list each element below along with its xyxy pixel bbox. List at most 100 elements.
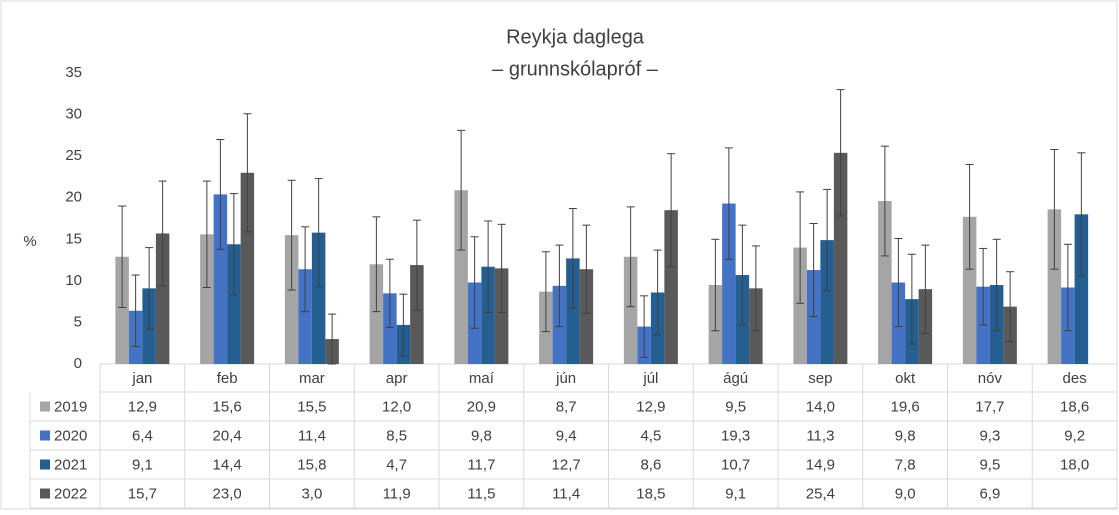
bar: [962, 216, 977, 364]
error-bar: [1063, 243, 1072, 332]
error-bar: [229, 193, 238, 296]
legend-swatch: [40, 401, 50, 412]
table-cell: 9,5: [979, 456, 1000, 473]
error-bar: [880, 145, 889, 257]
error-bar: [314, 178, 323, 288]
x-tick-label: des: [1063, 370, 1087, 387]
y-tick-label: 0: [74, 355, 82, 372]
error-bar: [470, 236, 479, 329]
chart-title: Reykja daglega: [506, 26, 645, 48]
table-cell: 14,9: [806, 456, 835, 473]
table-cell: 11,3: [806, 427, 834, 444]
error-bar: [457, 129, 466, 251]
error-bar: [992, 238, 1001, 332]
table-cell: 23,0: [213, 485, 242, 502]
table-cell: 18,6: [1060, 398, 1089, 415]
error-bar: [1077, 152, 1086, 277]
error-bar: [626, 206, 635, 308]
legend-label: 2021: [54, 456, 87, 473]
table-cell: 18,5: [636, 485, 665, 502]
table-cell: 8,7: [556, 398, 577, 415]
error-bar: [497, 223, 506, 313]
table-cell: 15,6: [213, 398, 242, 415]
error-bar: [328, 313, 337, 365]
bar: [664, 210, 678, 364]
chart-subtitle: – grunnskólapróf –: [492, 58, 659, 80]
table-cell: 4,7: [386, 456, 407, 473]
legend-label: 2019: [54, 398, 87, 415]
table-cell: 20,9: [467, 398, 496, 415]
table-cell: 14,0: [806, 398, 835, 415]
table-cell: 9,8: [895, 427, 916, 444]
error-bar: [216, 139, 225, 250]
bar: [298, 269, 312, 364]
y-tick-label: 10: [65, 272, 82, 289]
error-bar: [823, 188, 832, 292]
error-bar: [667, 153, 676, 268]
table-cell: 18,0: [1060, 456, 1089, 473]
bar: [369, 264, 384, 364]
error-bar: [118, 205, 127, 308]
bar: [820, 240, 834, 364]
x-tick-label: sep: [808, 370, 832, 387]
error-bar: [372, 216, 381, 313]
error-bar: [653, 249, 662, 336]
error-bar: [640, 295, 649, 358]
y-tick-label: 5: [74, 313, 82, 330]
table-cell: 9,1: [132, 456, 153, 473]
table-cell: 9,8: [471, 427, 492, 444]
bar: [566, 258, 580, 364]
table-cell: 7,8: [895, 456, 916, 473]
bar: [200, 234, 214, 364]
bar: [1074, 214, 1089, 364]
table-cell: 8,6: [640, 456, 661, 473]
legend-swatch: [40, 488, 50, 499]
error-bar: [809, 222, 818, 318]
table-cell: 15,5: [297, 398, 326, 415]
table-cell: 8,5: [386, 427, 407, 444]
table-cell: 15,8: [297, 456, 326, 473]
bar: [155, 233, 170, 364]
x-tick-label: jún: [555, 370, 576, 387]
x-tick-label: maí: [469, 370, 495, 387]
error-bar: [921, 244, 930, 334]
error-bar: [836, 89, 845, 217]
y-tick-label: 15: [65, 230, 82, 247]
y-tick-label: 25: [65, 147, 82, 164]
table-cell: 6,4: [132, 427, 153, 444]
error-bar: [724, 147, 733, 260]
table-cell: 12,9: [128, 398, 157, 415]
y-tick-label: 35: [65, 64, 82, 81]
bar: [878, 201, 892, 364]
error-bar: [1006, 271, 1015, 343]
bar: [579, 269, 594, 364]
error-bar: [484, 220, 493, 313]
table-cell: 11,4: [298, 427, 326, 444]
error-bar: [711, 238, 720, 332]
bar: [833, 152, 848, 364]
legend-label: 2022: [54, 485, 87, 502]
table-cell: 6,9: [979, 485, 1000, 502]
error-bar: [158, 180, 167, 287]
table-cell: 12,9: [636, 398, 665, 415]
error-bar: [555, 244, 564, 328]
error-bar: [568, 208, 577, 309]
error-bar: [399, 293, 408, 357]
table-cell: 11,7: [467, 456, 495, 473]
table-cell: 9,3: [979, 427, 1000, 444]
table-cell: 14,4: [213, 456, 242, 473]
bar: [481, 266, 495, 364]
table-cell: 19,3: [721, 427, 750, 444]
table-cell: 11,5: [467, 485, 495, 502]
bar: [494, 268, 509, 364]
error-bar: [965, 163, 974, 270]
y-tick-label: 30: [65, 106, 82, 123]
legend-swatch: [40, 430, 50, 441]
error-bar: [287, 179, 296, 291]
error-bar: [796, 191, 805, 304]
legend-label: 2020: [54, 427, 87, 444]
x-tick-label: apr: [386, 370, 408, 387]
y-axis-label: %: [23, 233, 36, 250]
